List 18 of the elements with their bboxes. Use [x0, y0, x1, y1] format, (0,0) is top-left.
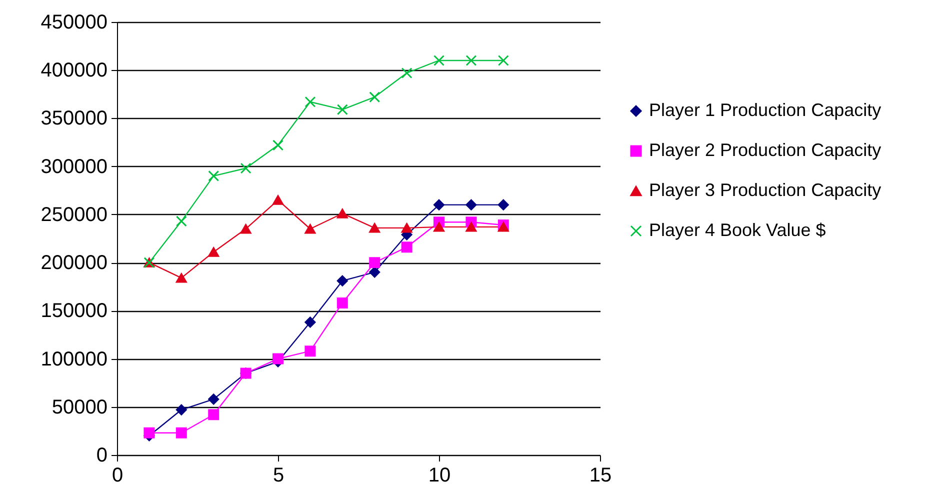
y-tick-label: 50000 [52, 396, 108, 418]
x-tick-label: 15 [589, 464, 612, 486]
y-tick-label: 200000 [40, 252, 108, 274]
x-tick-label: 5 [272, 464, 284, 486]
legend-label: Player 2 Production Capacity [649, 140, 882, 160]
y-tick-label: 150000 [40, 300, 108, 322]
y-tick-label: 350000 [40, 108, 108, 130]
y-tick-label: 300000 [40, 156, 108, 178]
y-tick-label: 250000 [40, 204, 108, 226]
y-tick-label: 400000 [40, 60, 108, 82]
y-tick-label: 450000 [40, 12, 108, 34]
x-tick-label: 0 [112, 464, 124, 486]
y-tick-label: 0 [96, 444, 108, 466]
legend-label: Player 3 Production Capacity [649, 180, 882, 200]
x-tick-label: 10 [428, 464, 451, 486]
legend-label: Player 4 Book Value $ [649, 220, 826, 240]
y-tick-label: 100000 [40, 348, 108, 370]
legend-label: Player 1 Production Capacity [649, 100, 882, 120]
